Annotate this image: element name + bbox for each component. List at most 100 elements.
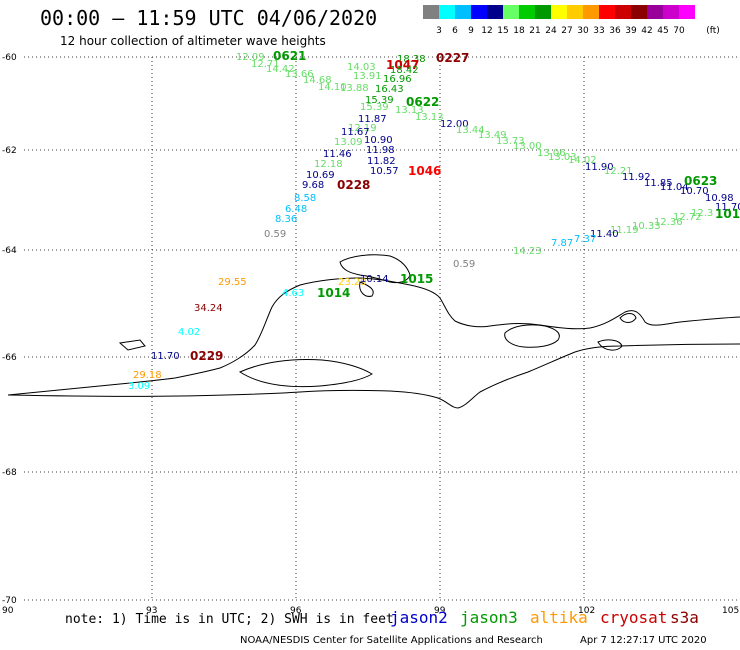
wave-height-label: 12.72 — [673, 212, 702, 223]
chart-subtitle: 12 hour collection of altimeter wave hei… — [60, 34, 326, 48]
wave-height-label: 12.71 — [251, 59, 280, 70]
wave-height-label: 11.82 — [367, 156, 396, 167]
pass-time-label: 1016 — [715, 207, 740, 221]
wave-height-label: 10.98 — [705, 193, 734, 204]
pass-time-label: 0623 — [684, 174, 717, 188]
pass-time-label: 0622 — [406, 95, 439, 109]
lon-tick-label: 90 — [2, 606, 14, 616]
pass-time-label: 1047 — [386, 58, 419, 72]
generated-timestamp: Apr 7 12:27:17 UTC 2020 — [580, 635, 707, 646]
legend-swatch — [487, 5, 503, 19]
satellite-name-altika: altika — [530, 608, 588, 627]
legend-label: 42 — [641, 26, 653, 36]
wave-height-label: 14.23 — [513, 246, 542, 257]
wave-height-label: 12.09 — [236, 52, 265, 63]
wave-height-label: 12.00 — [440, 119, 469, 130]
wave-height-label: 13.44 — [456, 125, 485, 136]
lon-tick-label: 96 — [290, 606, 302, 616]
legend-label: 39 — [625, 26, 637, 36]
satellite-name-cryosat: cryosat — [600, 608, 668, 627]
wave-height-label: 0.59 — [453, 259, 475, 270]
legend-label: 6 — [452, 26, 458, 36]
wave-height-label: 0.59 — [264, 229, 286, 240]
wave-height-label: 11.87 — [358, 114, 387, 125]
wave-height-label: 10.57 — [370, 166, 399, 177]
lat-lon-grid: 90 93 96 99 102 105 -60 -62 -64 -66 -68 -70 — [2, 53, 739, 616]
wave-height-label: 34.24 — [194, 303, 223, 314]
pass-time-label: 0228 — [337, 178, 370, 192]
wave-height-label: 11.70 — [715, 202, 740, 213]
legend-label: 27 — [561, 26, 573, 36]
legend-label: 24 — [545, 26, 557, 36]
wave-height-label: 10.90 — [364, 135, 393, 146]
legend-label: 45 — [657, 26, 669, 36]
wave-height-label: 10.33 — [632, 221, 661, 232]
legend-swatch — [647, 5, 663, 19]
wave-height-label: 4.63 — [282, 288, 304, 299]
lat-tick-label: -60 — [2, 53, 17, 63]
legend-label: 30 — [577, 26, 589, 36]
observation-labels: 12.09 062112.7114.4213.6614.6814.1013.881… — [128, 49, 740, 392]
legend-swatch — [551, 5, 567, 19]
legend-swatch — [583, 5, 599, 19]
wave-height-label: 13.03 — [548, 152, 577, 163]
legend-swatch — [423, 5, 439, 19]
wave-height-label: 13.91 — [353, 71, 382, 82]
wave-height-label: 29.18 — [133, 370, 162, 381]
wave-height-label: 11.70 — [151, 351, 180, 362]
wave-height-label: 11.19 — [610, 225, 639, 236]
satellite-name-jason2: jason2 — [390, 608, 448, 627]
wave-height-label: 16.96 — [383, 74, 412, 85]
wave-height-label: 13.73 — [496, 136, 525, 147]
legend-swatch — [695, 5, 711, 19]
legend-swatch — [519, 5, 535, 19]
legend-swatch — [439, 5, 455, 19]
wave-height-label: 8.58 — [294, 193, 316, 204]
wave-height-label: 13.13 — [415, 112, 444, 123]
wave-height-label: 15.39 — [365, 95, 394, 106]
coastline — [7, 254, 740, 409]
legend-label: 12 — [481, 26, 493, 36]
wave-height-label: 11.67 — [341, 127, 370, 138]
lat-tick-label: -64 — [2, 246, 17, 256]
pass-time-label: 1015 — [400, 272, 433, 286]
legend-label: 9 — [468, 26, 474, 36]
lon-tick-label: 105 — [722, 606, 739, 616]
legend-unit: (ft) — [706, 26, 720, 36]
lon-tick-label: 102 — [578, 606, 595, 616]
wave-height-label: 12.36 — [654, 217, 683, 228]
wave-height-label: 16.43 — [375, 84, 404, 95]
wave-height-label: 14.68 — [303, 75, 332, 86]
pass-time-label: 0621 — [273, 49, 306, 63]
wave-height-label: 6.48 — [285, 204, 307, 215]
legend-swatch — [599, 5, 615, 19]
legend-swatch — [679, 5, 695, 19]
wave-height-label: 13.00 — [513, 141, 542, 152]
satellite-name-jason3: jason3 — [460, 608, 518, 627]
wave-height-label: 7.87 — [551, 238, 573, 249]
pass-time-label: 1046 — [408, 164, 441, 178]
legend-label: 33 — [593, 26, 605, 36]
wave-height-label: 13.66 — [285, 69, 314, 80]
lat-tick-label: -62 — [2, 146, 17, 156]
wave-height-label: 7.37 — [574, 234, 596, 245]
wave-height-label: 13.06 — [537, 148, 566, 159]
wave-height-label: 13.13 — [395, 105, 424, 116]
legend-label: 15 — [497, 26, 509, 36]
wave-height-label: 11.46 — [323, 149, 352, 160]
wave-height-label: 18.38 — [397, 54, 426, 65]
lat-tick-label: -66 — [2, 353, 17, 363]
wave-height-label: 12.18 — [314, 159, 343, 170]
wave-height-label: 14.10 — [318, 82, 347, 93]
legend-swatch — [455, 5, 471, 19]
pass-time-label: 0229 — [190, 349, 223, 363]
wave-height-label: 10.70 — [680, 186, 709, 197]
wave-height-label: 12.3 — [691, 208, 713, 219]
wave-height-label: 18.42 — [390, 65, 419, 76]
wave-height-label: 11.92 — [622, 172, 651, 183]
wave-height-label: 14.03 — [347, 62, 376, 73]
wave-height-label: 11.85 — [644, 178, 673, 189]
lon-tick-label: 99 — [434, 606, 446, 616]
legend-label: 21 — [529, 26, 541, 36]
